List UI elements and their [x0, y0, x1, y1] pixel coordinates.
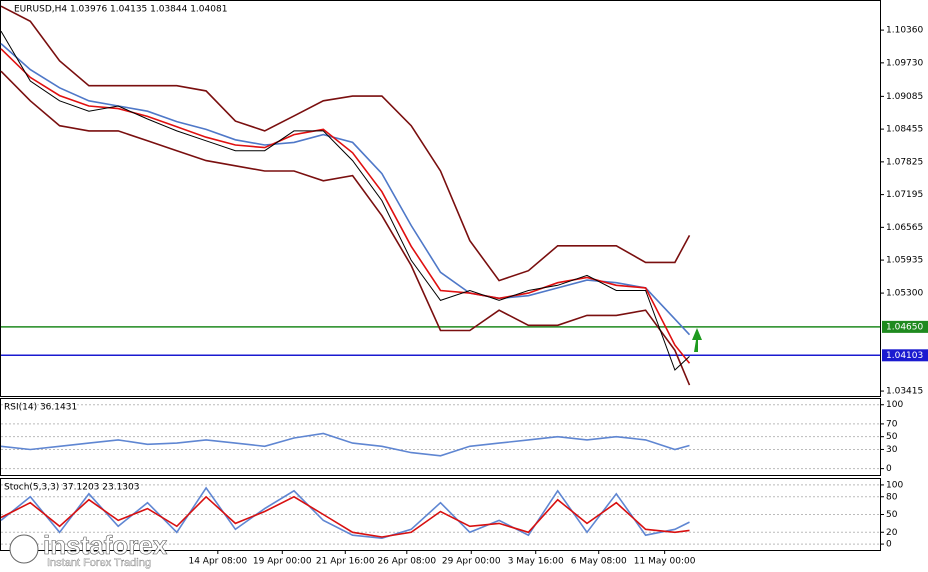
arrow-up: [692, 328, 702, 352]
series-line: [0, 70, 691, 386]
pane-title: EURUSD,H4 1.03976 1.04135 1.03844 1.0408…: [14, 5, 227, 15]
y-tick-label: 1.03415: [886, 387, 923, 397]
price-pane: [0, 0, 881, 397]
pane-title: Stoch(5,3,3) 37.1203 23.1303: [4, 483, 139, 493]
level-label: 1.04650: [886, 322, 923, 332]
level-label-box: [882, 349, 928, 362]
series-line: [0, 486, 690, 540]
x-tick-label: 21 Apr 16:00: [316, 557, 375, 567]
x-tick-label: 19 Apr 00:00: [253, 557, 312, 567]
y-tick-label: 1.05935: [886, 256, 923, 266]
y-tick-label: 100: [886, 480, 903, 490]
series-line: [0, 5, 691, 282]
y-tick-label: 0: [886, 464, 892, 474]
y-tick-label: 1.05300: [886, 289, 923, 299]
y-tick-label: 70: [886, 419, 898, 429]
y-tick-label: 80: [886, 492, 898, 502]
series-line: [0, 30, 690, 371]
y-tick-label: 50: [886, 432, 898, 442]
y-tick-label: 20: [886, 528, 898, 538]
y-tick-label: 1.07825: [886, 157, 923, 167]
x-tick-label: 26 Apr 08:00: [377, 557, 436, 567]
level-label-box: [882, 320, 928, 333]
pane-title: RSI(14) 36.1431: [4, 403, 77, 413]
series-line: [0, 432, 690, 457]
y-tick-label: 1.09085: [886, 92, 923, 102]
watermark-tagline: Instant Forex Trading: [47, 557, 151, 569]
y-tick-label: 1.07195: [886, 190, 923, 200]
level-label: 1.04103: [886, 351, 923, 361]
y-tick-label: 1.10360: [886, 26, 923, 36]
y-tick-label: 50: [886, 510, 898, 520]
y-tick-label: 1.06565: [886, 223, 923, 233]
watermark-logo: [9, 534, 39, 564]
series-line: [0, 495, 690, 538]
watermark-brand: instaforex: [43, 530, 168, 560]
y-tick-label: 30: [886, 445, 898, 455]
y-tick-label: 0: [886, 540, 892, 550]
x-tick-label: 11 May 00:00: [634, 557, 696, 567]
y-tick-label: 100: [886, 400, 903, 410]
x-tick-label: 3 May 16:00: [508, 557, 564, 567]
series-line: [0, 48, 691, 364]
x-tick-label: 14 Apr 08:00: [188, 557, 247, 567]
y-tick-label: 1.09730: [886, 58, 923, 68]
y-tick-label: 1.08455: [886, 125, 923, 135]
x-tick-label: 29 Apr 00:00: [442, 557, 501, 567]
watermark: instaforex Instant Forex Trading: [9, 530, 168, 569]
x-tick-label: 6 May 08:00: [571, 557, 627, 567]
